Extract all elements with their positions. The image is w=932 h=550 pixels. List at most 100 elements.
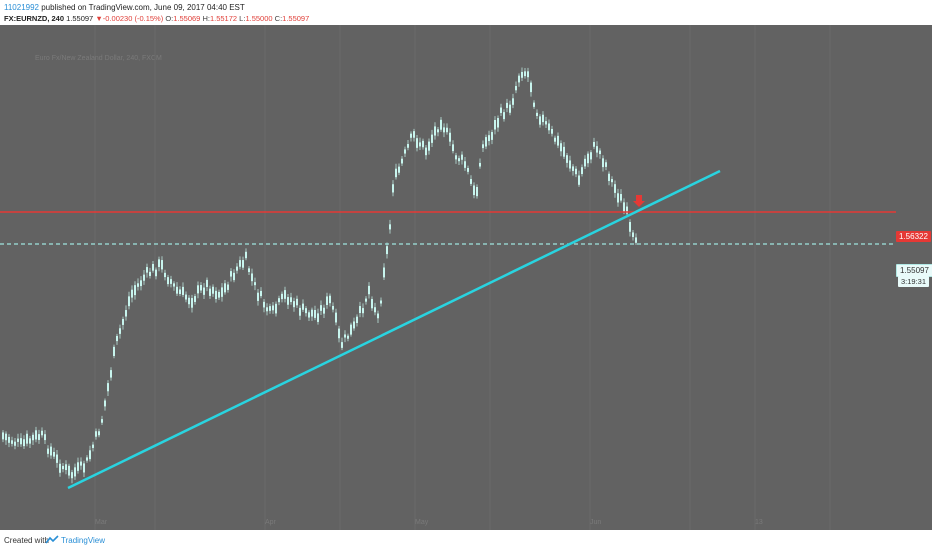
open-label: O: bbox=[165, 14, 174, 23]
trendline[interactable] bbox=[67, 169, 721, 490]
candle-body bbox=[197, 285, 199, 294]
candle-body bbox=[365, 298, 367, 302]
ohlc-legend: FX:EURNZD, 240 1.55097 ▼-0.00230 (-0.15%… bbox=[4, 14, 309, 23]
candle-body bbox=[11, 440, 13, 444]
symbol-label[interactable]: FX:EURNZD, 240 bbox=[4, 14, 65, 23]
candle-body bbox=[488, 135, 490, 142]
candle-body bbox=[275, 303, 277, 314]
candle-body bbox=[107, 383, 109, 392]
candle-body bbox=[50, 446, 52, 456]
candle-body bbox=[380, 300, 382, 304]
candle-body bbox=[431, 134, 433, 143]
candle-body bbox=[284, 290, 286, 299]
candle-body bbox=[368, 285, 370, 295]
candle-body bbox=[167, 277, 169, 285]
created-with-text: Created with bbox=[4, 536, 49, 545]
candle-body bbox=[98, 431, 100, 436]
candle-body bbox=[299, 307, 301, 316]
candle-body bbox=[539, 116, 541, 125]
candle-body bbox=[200, 285, 202, 291]
tradingview-link[interactable]: TradingView bbox=[61, 536, 106, 545]
candle-body bbox=[413, 131, 415, 138]
candle-body bbox=[605, 162, 607, 167]
candle-body bbox=[302, 303, 304, 310]
candle-body bbox=[362, 308, 364, 314]
candle-body bbox=[416, 138, 418, 148]
candle-body bbox=[185, 294, 187, 300]
candle-body bbox=[161, 260, 163, 270]
candle-body bbox=[77, 462, 79, 471]
candle-body bbox=[29, 438, 31, 444]
candle-body bbox=[599, 150, 601, 155]
candle-body bbox=[296, 298, 298, 306]
candle-body bbox=[359, 306, 361, 313]
candle-body bbox=[389, 224, 391, 230]
candle-body bbox=[104, 400, 106, 407]
candle-body bbox=[188, 297, 190, 305]
candle-body bbox=[2, 432, 4, 440]
candle-body bbox=[371, 299, 373, 309]
candle-body bbox=[593, 141, 595, 147]
change-value: -0.00230 (-0.15%) bbox=[102, 14, 164, 23]
x-axis-label: 13 bbox=[755, 519, 763, 526]
candle-body bbox=[134, 285, 136, 296]
candle-body bbox=[578, 175, 580, 185]
candle-body bbox=[113, 346, 115, 357]
candle-body bbox=[311, 309, 313, 317]
candle-body bbox=[290, 297, 292, 303]
candle-body bbox=[221, 287, 223, 297]
candle-body bbox=[386, 246, 388, 255]
author-link[interactable]: 11021992 bbox=[4, 3, 39, 12]
candle-body bbox=[635, 237, 637, 243]
candle-body bbox=[263, 301, 265, 308]
candle-body bbox=[590, 152, 592, 160]
candle-body bbox=[560, 143, 562, 152]
candle-body bbox=[170, 279, 172, 284]
candle-body bbox=[620, 194, 622, 201]
candle-body bbox=[86, 457, 88, 461]
candlestick-series bbox=[2, 67, 637, 484]
candle-body bbox=[281, 293, 283, 300]
candle-body bbox=[182, 286, 184, 295]
candle-body bbox=[329, 295, 331, 304]
candle-body bbox=[401, 158, 403, 164]
last-price: 1.55097 bbox=[66, 14, 94, 23]
candle-body bbox=[581, 167, 583, 174]
candle-body bbox=[143, 274, 145, 281]
candle-body bbox=[533, 102, 535, 107]
candle-body bbox=[503, 112, 505, 120]
candle-body bbox=[566, 155, 568, 163]
candle-body bbox=[320, 305, 322, 311]
candle-body bbox=[20, 438, 22, 445]
candle-body bbox=[551, 128, 553, 134]
candle-body bbox=[458, 158, 460, 162]
candle-body bbox=[179, 289, 181, 294]
candle-body bbox=[515, 86, 517, 91]
candle-body bbox=[305, 308, 307, 314]
resistance-price-badge: 1.56322 bbox=[896, 231, 931, 242]
candle-body bbox=[491, 132, 493, 140]
candle-body bbox=[506, 102, 508, 108]
candle-body bbox=[236, 266, 238, 271]
candle-body bbox=[95, 431, 97, 437]
candle-body bbox=[536, 112, 538, 117]
close-label: C: bbox=[274, 14, 283, 23]
candle-body bbox=[212, 286, 214, 294]
candle-body bbox=[464, 161, 466, 168]
candle-body bbox=[407, 144, 409, 148]
chart-pane[interactable]: Euro Fx/New Zealand Dollar, 240, FXCM Ma… bbox=[0, 25, 932, 530]
candle-body bbox=[404, 149, 406, 154]
x-axis-label: Jun bbox=[590, 519, 601, 526]
tradingview-logo-icon bbox=[45, 535, 59, 544]
candle-body bbox=[146, 267, 148, 273]
candle-body bbox=[308, 312, 310, 318]
candle-body bbox=[626, 206, 628, 214]
candle-body bbox=[497, 118, 499, 128]
candle-body bbox=[101, 419, 103, 423]
price-chart[interactable]: Mar Apr May Jun 13 bbox=[0, 25, 932, 530]
candle-body bbox=[392, 184, 394, 193]
candle-body bbox=[617, 193, 619, 203]
candle-body bbox=[194, 296, 196, 302]
candle-body bbox=[374, 307, 376, 313]
candle-body bbox=[608, 173, 610, 182]
